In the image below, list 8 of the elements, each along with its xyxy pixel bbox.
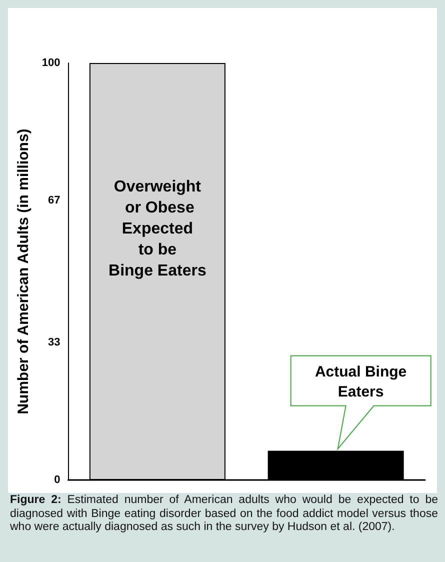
y-tick-label: 0	[54, 474, 60, 486]
annotation: Overweight or Obese Expected to be Binge Eaters	[108, 178, 206, 280]
caption: Figure 2: Estimated number of American adults who would be expected to be diagnosed with Binge eating disorder based on the food addict model versus those who were actually diagnosed as such in the survey by Hudson et al. (2007).	[10, 494, 438, 534]
y-tick-label: 67	[48, 194, 60, 207]
y-tick-label: 100	[42, 57, 60, 69]
y-tick-label: 33	[48, 336, 60, 348]
annotation: Actual Binge Eaters	[314, 363, 407, 400]
y-axis-title: Number of American Adults (in millions)	[15, 128, 32, 414]
